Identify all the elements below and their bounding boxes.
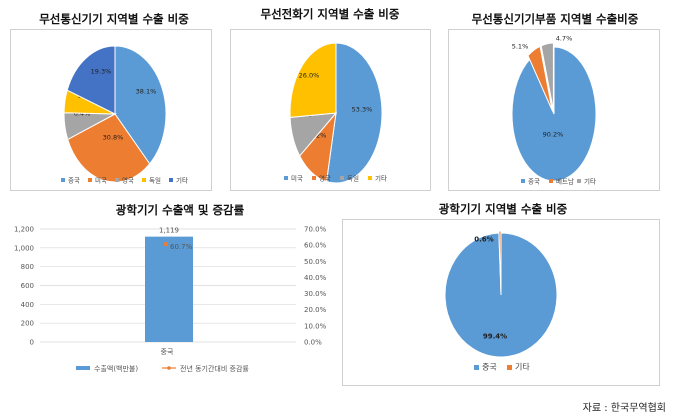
bar-legend-label-1: 전년 동기간대비 증감률 — [180, 364, 249, 373]
pie5-data-label-0: 99.4% — [483, 333, 507, 341]
pie3-slice-0 — [511, 46, 597, 182]
chart-title-2: 무선전화기 지역별 수출 비중 — [260, 7, 400, 21]
bar-y-tick-2: 400 — [21, 301, 34, 309]
pie2-legend-label-3: 기타 — [375, 174, 387, 183]
pie3-slice-2 — [540, 42, 554, 111]
bar-y-tick-6: 1,200 — [14, 226, 34, 234]
bar-y-tick-5: 1,000 — [14, 244, 34, 252]
bar-y-tick-4: 800 — [21, 263, 34, 271]
pie1-slice-1 — [67, 113, 151, 183]
pie1-legend-marker-3 — [142, 178, 146, 182]
pie2-data-label-3: 26.0% — [299, 72, 320, 80]
pie2-legend-label-0: 미국 — [291, 174, 303, 183]
chart-title-1: 무선통신기기 지역별 수출 비중 — [39, 12, 189, 26]
pie2-legend-marker-3 — [368, 176, 372, 180]
bar-y-tick-0: 0 — [30, 339, 34, 347]
chart-title-5: 광학기기 지역별 수출 비중 — [438, 202, 568, 216]
bar-y2-tick-1: 10.0% — [304, 322, 327, 330]
pie-chart-wireless-parts: 90.2% 5.1% 4.7% 중국 베트남 기타 — [511, 35, 597, 186]
pie1-legend-marker-2 — [115, 178, 119, 182]
pie5-legend-label-1: 기타 — [515, 363, 530, 372]
pie2-slice-0 — [325, 42, 383, 184]
pie1-legend-label-3: 독일 — [149, 176, 161, 185]
bar-legend-label-0: 수출액(백만불) — [94, 364, 138, 373]
pie3-legend-marker-0 — [521, 179, 525, 183]
pie1-slice-4 — [66, 45, 116, 115]
bar-y2-tick-2: 20.0% — [304, 306, 327, 314]
pie5-legend-label-0: 중국 — [482, 363, 497, 372]
growth-rate-marker — [163, 241, 169, 247]
pie5-data-label-1: 0.6% — [474, 236, 493, 244]
pie3-legend-label-0: 중국 — [528, 178, 540, 186]
bar-legend-marker-0 — [76, 366, 90, 370]
bar-category-label: 중국 — [161, 348, 174, 356]
pie1-legend-label-0: 중국 — [68, 177, 80, 185]
pie3-data-label-1: 5.1% — [512, 43, 529, 51]
bar-y-tick-3: 600 — [21, 282, 34, 290]
pie1-legend-label-2: 영국 — [122, 176, 134, 185]
pie1-legend-marker-4 — [169, 178, 173, 182]
pie1-legend-label-4: 기타 — [176, 176, 188, 185]
source-note: 자료 : 한국무역협회 — [582, 403, 666, 414]
pie2-legend-label-2: 독일 — [347, 174, 359, 183]
pie5-slice-1 — [498, 230, 502, 294]
pie1-legend-label-1: 미국 — [95, 176, 107, 185]
pie5-legend-marker-0 — [474, 365, 479, 370]
pie2-legend-marker-1 — [312, 176, 316, 180]
bar-y-tick-1: 200 — [21, 320, 34, 328]
pie2-legend-marker-0 — [284, 176, 288, 180]
chart-title-3: 무선통신기기부품 지역별 수출비중 — [471, 12, 639, 26]
pie2-legend-label-1: 영국 — [319, 174, 331, 183]
pie3-data-label-0: 90.2% — [543, 131, 564, 139]
pie1-slice-0 — [114, 45, 167, 165]
bar-y2-tick-5: 50.0% — [304, 258, 327, 266]
pie3-slice-1 — [527, 45, 553, 111]
growth-rate-label: 60.7% — [170, 243, 193, 251]
bar-y2-tick-3: 30.0% — [304, 290, 327, 298]
bar-y2-tick-6: 60.0% — [304, 242, 327, 250]
bar-chart-optical-exports: 0 200 400 600 800 1,000 1,200 0.0% 10.0% 20.0% 30.… — [14, 226, 327, 374]
pie1-data-label-4: 19.3% — [91, 68, 112, 76]
pie5-slice-0 — [444, 232, 558, 358]
pie5-legend-marker-1 — [507, 365, 512, 370]
pie1-data-label-0: 38.1% — [136, 88, 157, 96]
pie3-data-label-2: 4.7% — [556, 35, 573, 43]
pie3-legend-marker-2 — [577, 179, 581, 183]
bar-y2-tick-7: 70.0% — [304, 226, 327, 234]
bar-legend-marker-1 — [167, 366, 171, 370]
pie1-data-label-1: 30.8% — [103, 134, 124, 142]
pie1-legend-marker-1 — [88, 178, 92, 182]
pie-chart-optical-regions: 99.4% 0.6% 중국 기타 — [444, 230, 558, 372]
bar-china-export — [145, 236, 193, 342]
bar-value-label: 1,119 — [159, 227, 179, 235]
chart-title-4: 광학기기 수출액 및 증감률 — [115, 203, 245, 217]
pie2-legend-marker-2 — [340, 176, 344, 180]
bar-y2-tick-4: 40.0% — [304, 274, 327, 282]
pie3-legend-marker-1 — [549, 179, 553, 183]
pie2-slice-3 — [289, 42, 337, 118]
pie3-legend-label-2: 기타 — [584, 177, 596, 186]
bar-y2-tick-0: 0.0% — [304, 339, 322, 347]
pie1-legend-marker-0 — [61, 178, 65, 182]
pie3-legend-label-1: 베트남 — [556, 177, 574, 186]
pie2-data-label-0: 53.3% — [352, 106, 373, 114]
